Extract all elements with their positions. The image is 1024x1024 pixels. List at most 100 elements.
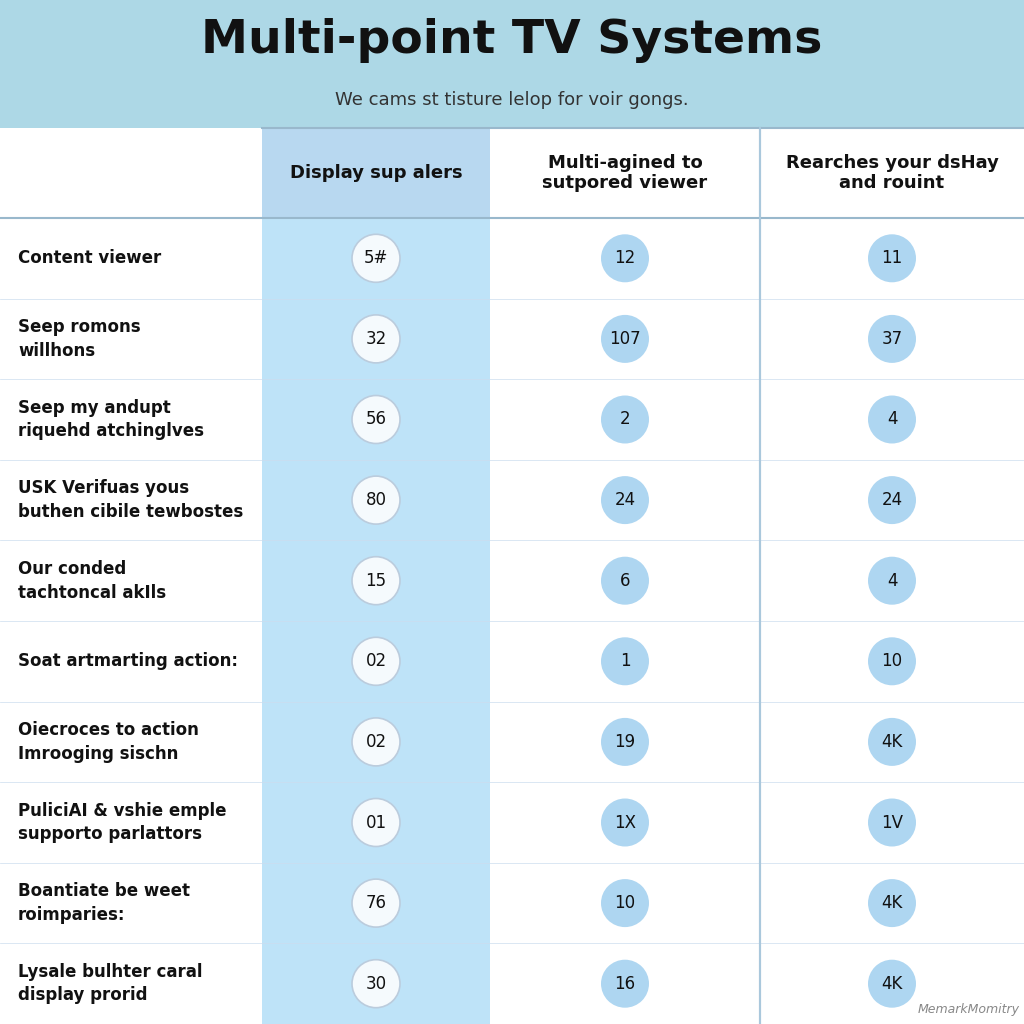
Text: Multi-agined to
sutpored viewer: Multi-agined to sutpored viewer (543, 154, 708, 193)
Text: Rearches your dsHay
and rouint: Rearches your dsHay and rouint (785, 154, 998, 193)
Circle shape (601, 234, 649, 283)
Text: USK Verifuas yous
buthen cibile tewbostes: USK Verifuas yous buthen cibile tewboste… (18, 479, 244, 521)
Text: Display sup alers: Display sup alers (290, 164, 462, 182)
Text: PuliciAI & vshie emple
supporto parlattors: PuliciAI & vshie emple supporto parlatto… (18, 802, 226, 844)
Text: 6: 6 (620, 571, 630, 590)
Text: 02: 02 (366, 652, 387, 671)
Text: 4: 4 (887, 571, 897, 590)
Text: 80: 80 (366, 492, 386, 509)
Bar (262, 863, 490, 943)
Text: Lysale bulhter caral
display prorid: Lysale bulhter caral display prorid (18, 963, 203, 1005)
Text: 10: 10 (614, 894, 636, 912)
Bar (490, 701, 760, 782)
Bar (760, 943, 1024, 1024)
Bar (490, 863, 760, 943)
Circle shape (601, 959, 649, 1008)
Text: 30: 30 (366, 975, 387, 992)
Bar (490, 128, 760, 218)
Text: 5#: 5# (364, 249, 388, 267)
Bar (760, 299, 1024, 379)
Bar (0, 943, 262, 1024)
Bar (490, 460, 760, 541)
Circle shape (868, 718, 916, 766)
Text: Multi-point TV Systems: Multi-point TV Systems (202, 18, 822, 63)
Bar (0, 460, 262, 541)
Text: 4K: 4K (882, 975, 903, 992)
Bar (760, 128, 1024, 218)
Circle shape (868, 476, 916, 524)
Circle shape (352, 476, 400, 524)
Text: 4: 4 (887, 411, 897, 428)
Text: 1: 1 (620, 652, 631, 671)
Circle shape (601, 476, 649, 524)
Text: Content viewer: Content viewer (18, 249, 161, 267)
Circle shape (352, 315, 400, 362)
Text: 37: 37 (882, 330, 902, 348)
Bar (0, 218, 262, 299)
Bar (262, 299, 490, 379)
Text: Seep romons
willhons: Seep romons willhons (18, 318, 140, 359)
Text: 24: 24 (614, 492, 636, 509)
Bar (760, 379, 1024, 460)
Text: 2: 2 (620, 411, 631, 428)
Text: 01: 01 (366, 813, 387, 831)
Bar (0, 541, 262, 621)
Text: 12: 12 (614, 249, 636, 267)
Bar (0, 621, 262, 701)
Text: 1V: 1V (881, 813, 903, 831)
Bar (262, 943, 490, 1024)
Circle shape (352, 959, 400, 1008)
Circle shape (352, 718, 400, 766)
Bar (0, 128, 262, 218)
Text: 107: 107 (609, 330, 641, 348)
Bar (760, 460, 1024, 541)
Circle shape (868, 879, 916, 927)
Circle shape (601, 315, 649, 362)
Circle shape (352, 799, 400, 847)
Bar (0, 863, 262, 943)
Circle shape (601, 718, 649, 766)
Circle shape (868, 637, 916, 685)
Text: 32: 32 (366, 330, 387, 348)
Circle shape (868, 799, 916, 847)
Bar (262, 621, 490, 701)
Circle shape (868, 557, 916, 605)
Bar (262, 460, 490, 541)
Text: Soat artmarting action:: Soat artmarting action: (18, 652, 238, 671)
Circle shape (601, 557, 649, 605)
Circle shape (868, 315, 916, 362)
Bar (760, 218, 1024, 299)
Bar (760, 863, 1024, 943)
Bar (262, 701, 490, 782)
Bar (490, 943, 760, 1024)
Bar (490, 379, 760, 460)
Bar (262, 379, 490, 460)
Text: 76: 76 (366, 894, 386, 912)
Circle shape (601, 637, 649, 685)
Circle shape (868, 395, 916, 443)
Circle shape (868, 959, 916, 1008)
Bar (262, 128, 490, 218)
Text: 15: 15 (366, 571, 387, 590)
Bar (0, 299, 262, 379)
Text: 11: 11 (882, 249, 902, 267)
Text: Seep my andupt
riquehd atchinglves: Seep my andupt riquehd atchinglves (18, 398, 204, 440)
Circle shape (352, 395, 400, 443)
Bar (0, 379, 262, 460)
Text: We cams st tisture lelop for voir gongs.: We cams st tisture lelop for voir gongs. (335, 91, 689, 109)
Bar (0, 782, 262, 863)
Circle shape (352, 557, 400, 605)
Text: 4K: 4K (882, 733, 903, 751)
Circle shape (352, 234, 400, 283)
Text: 4K: 4K (882, 894, 903, 912)
Bar (490, 782, 760, 863)
Bar (760, 701, 1024, 782)
Text: 16: 16 (614, 975, 636, 992)
Bar (760, 541, 1024, 621)
Bar (760, 782, 1024, 863)
Circle shape (601, 799, 649, 847)
Bar (262, 218, 490, 299)
Text: Our conded
tachtoncal akIls: Our conded tachtoncal akIls (18, 560, 166, 601)
Circle shape (352, 637, 400, 685)
Bar (490, 299, 760, 379)
